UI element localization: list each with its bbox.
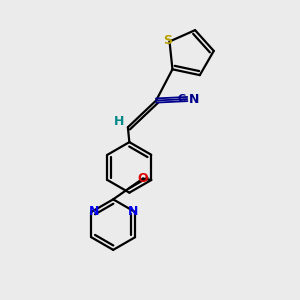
Text: C: C xyxy=(178,94,186,104)
Text: S: S xyxy=(164,34,172,46)
Text: O: O xyxy=(138,172,148,185)
Text: H: H xyxy=(114,116,125,128)
Text: N: N xyxy=(128,206,138,218)
Text: N: N xyxy=(189,92,199,106)
Text: N: N xyxy=(88,206,99,218)
